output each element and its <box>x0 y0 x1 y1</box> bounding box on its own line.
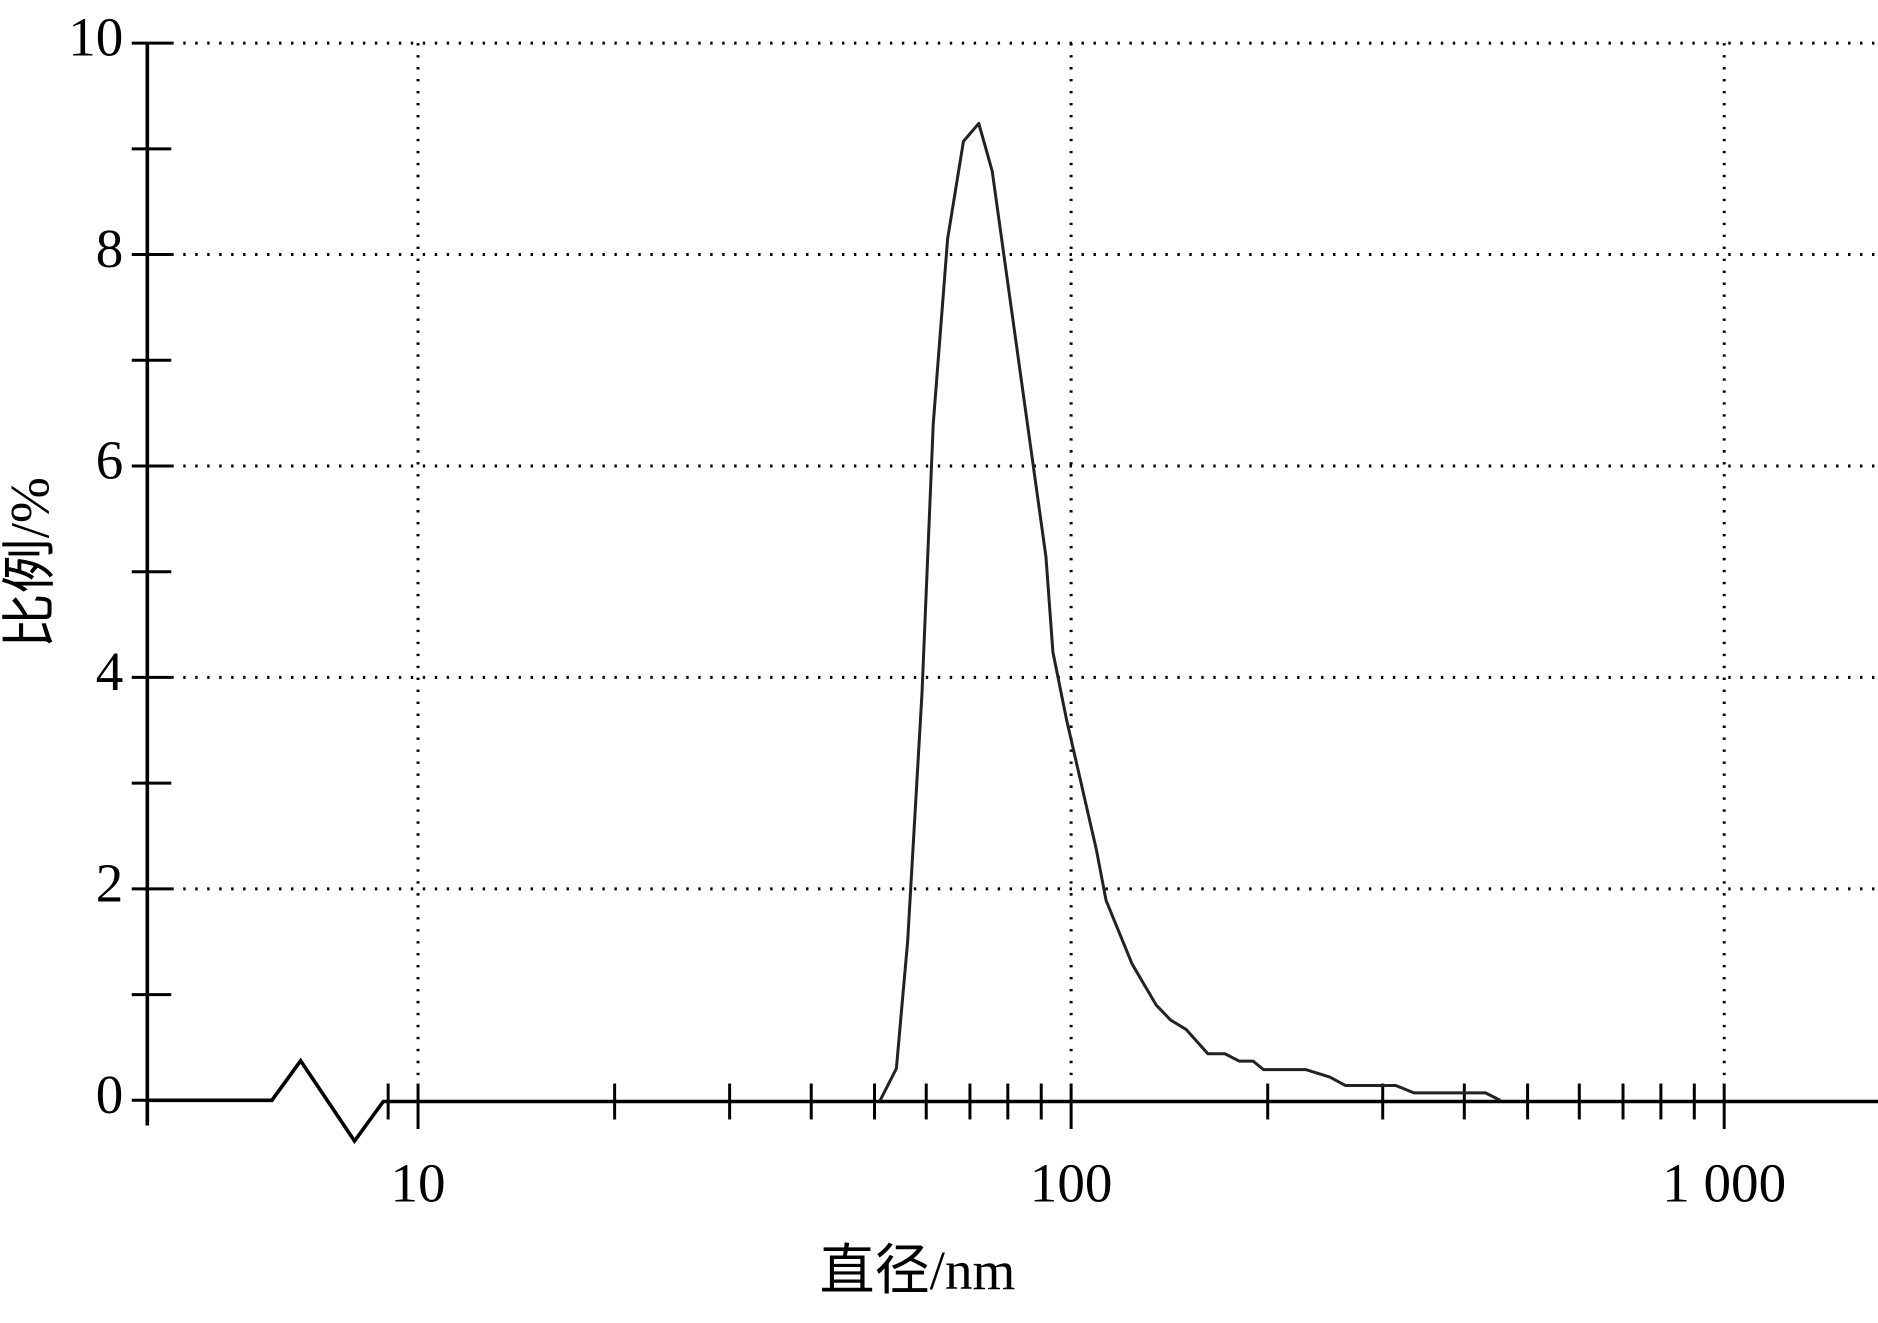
x-tick-label: 10 <box>390 1153 445 1214</box>
x-tick-label: 100 <box>1030 1153 1113 1214</box>
y-tick-label: 2 <box>96 853 124 914</box>
y-tick-label: 8 <box>96 218 124 279</box>
y-axis-label: 比例/% <box>0 477 61 648</box>
x-tick-label: 1 000 <box>1662 1153 1786 1214</box>
data-line <box>878 121 1501 1102</box>
y-tick-label: 0 <box>96 1064 124 1125</box>
y-tick-label: 4 <box>96 641 124 702</box>
x-axis <box>147 1057 1878 1145</box>
y-tick-label: 6 <box>96 430 124 491</box>
y-tick-label: 10 <box>68 7 123 68</box>
x-axis-label: 直径/nm <box>820 1240 1016 1301</box>
